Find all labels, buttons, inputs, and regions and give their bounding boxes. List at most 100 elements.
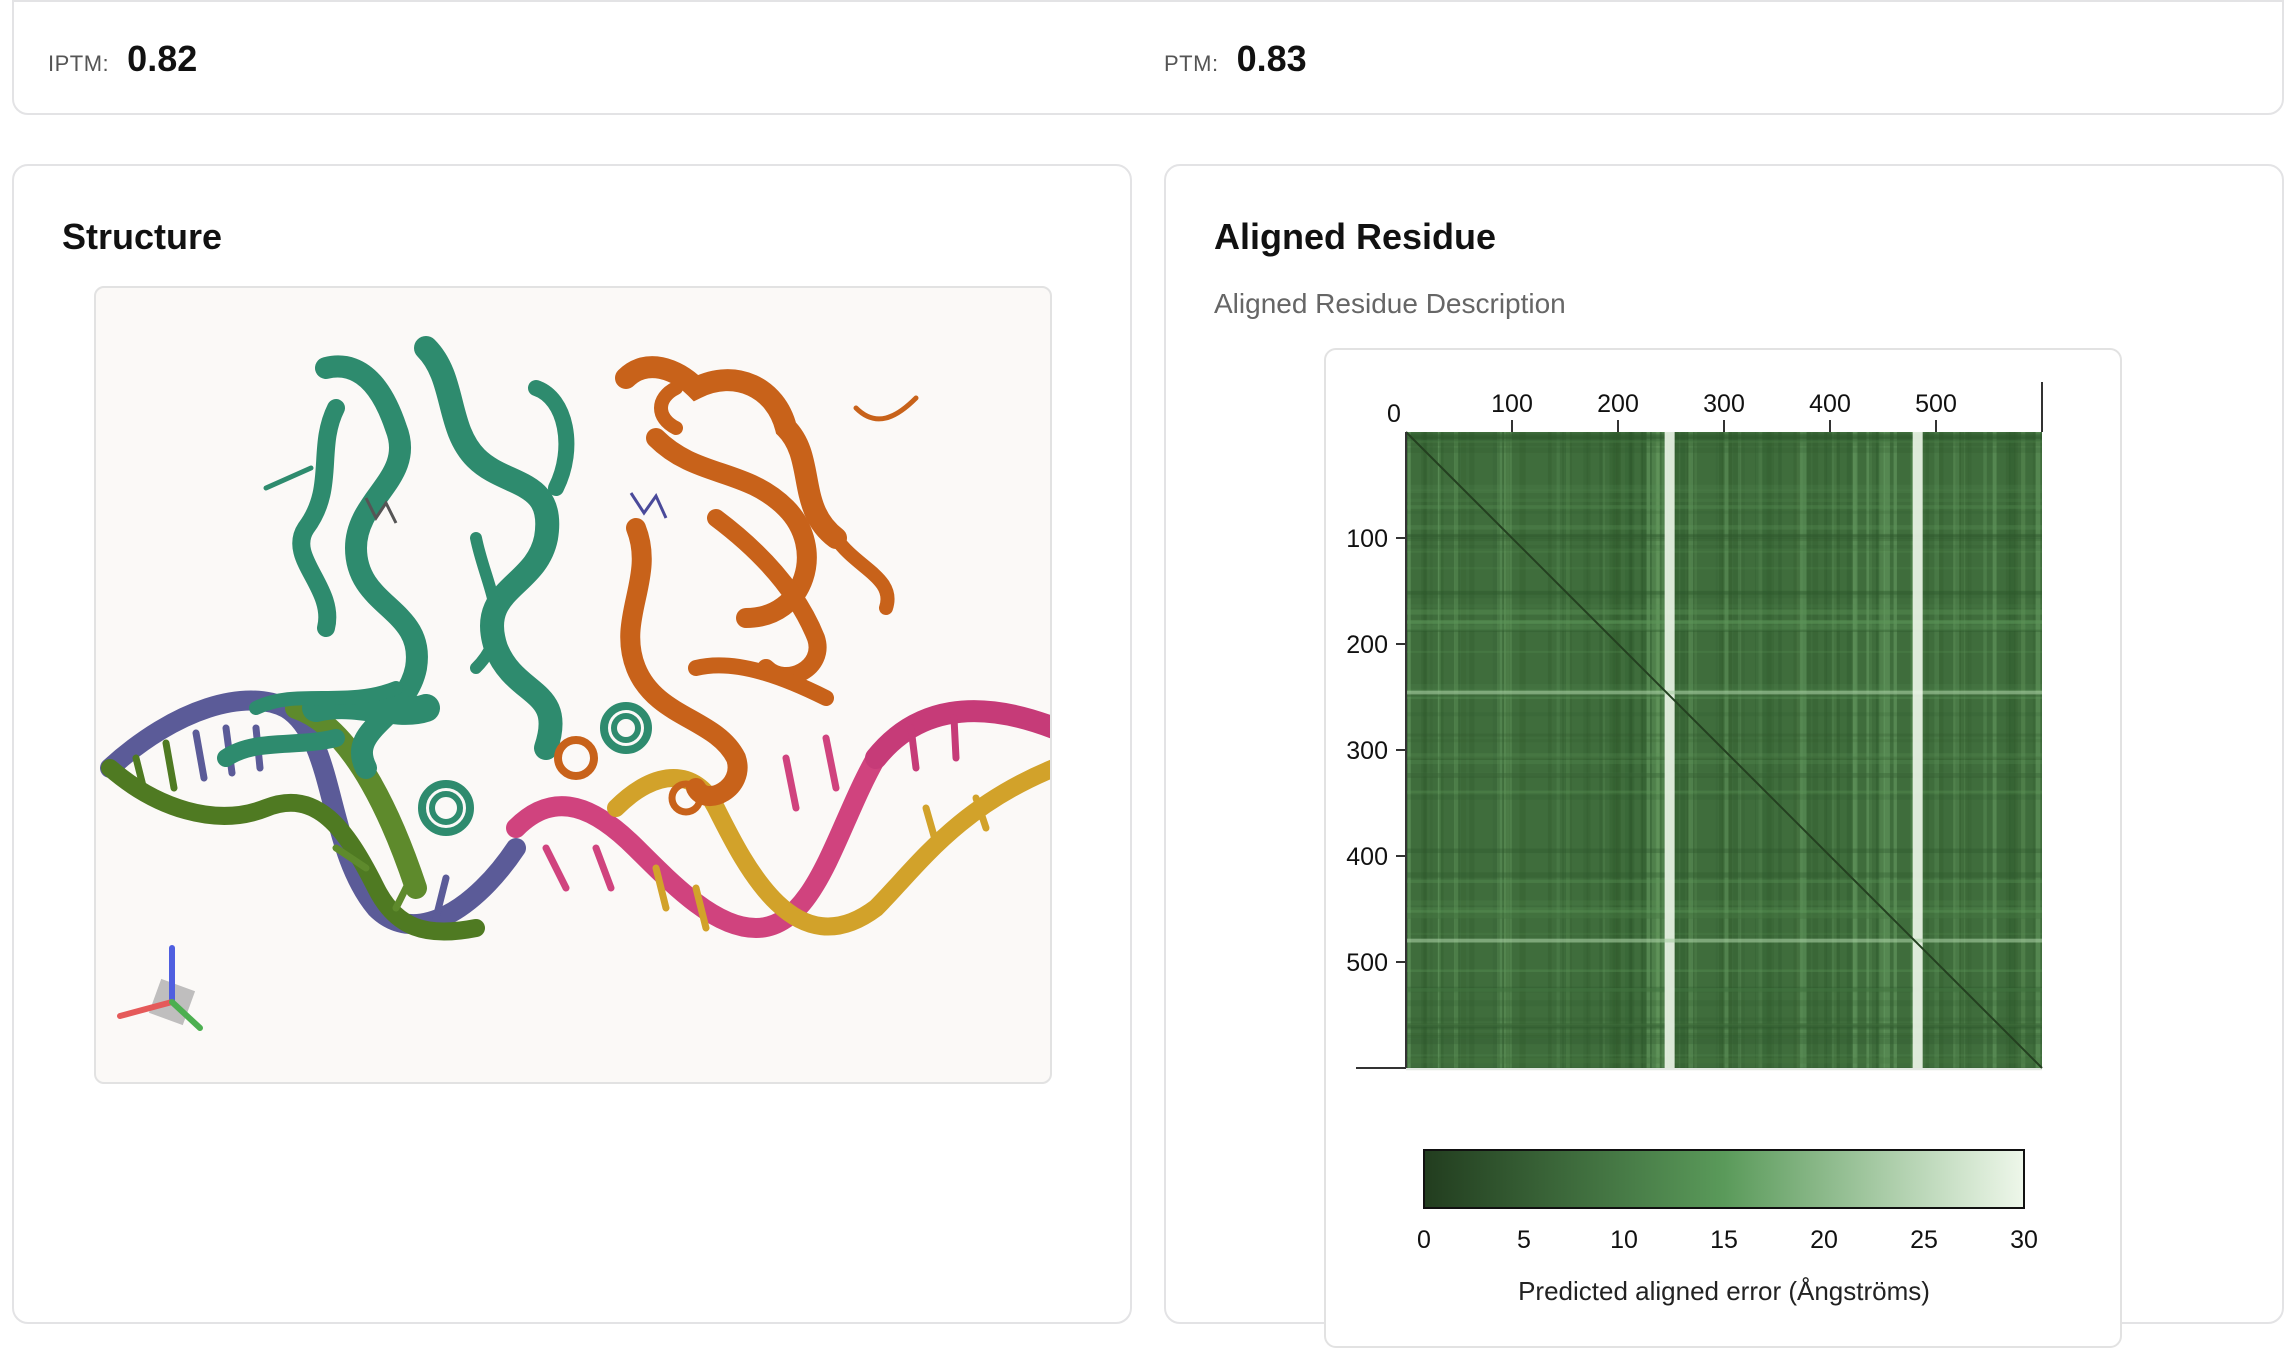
heatmap-column-stripe [2021,432,2026,1068]
colorbar-tick-label: 20 [1810,1226,1838,1254]
heatmap-row-stripe [1406,650,2042,653]
heatmap-row-stripe [1406,907,2042,913]
protein-chain-b [554,356,919,816]
heatmap-column-stripe [1616,432,1621,1068]
heatmap-column-stripe [1757,432,1763,1068]
heatmap-column-stripe [1875,432,1881,1068]
heatmap-column-stripe [1869,432,1872,1068]
heatmap-row-stripe [1406,1000,2042,1007]
heatmap-row-stripe [1406,441,2042,447]
heatmap-row-stripe [1406,593,2042,599]
heatmap-row-stripe [1406,773,2042,778]
heatmap-row-stripe [1406,932,2042,935]
heatmap-row-stripe [1406,1054,2042,1057]
heatmap-row-stripe [1406,684,2042,689]
heatmap-row-stripe [1406,484,2042,491]
heatmap-column-stripe [1762,432,1768,1068]
colorbar-ticks: 0 5 10 15 20 25 30 [1417,1226,2038,1254]
heatmap-column-stripe [1569,432,1572,1068]
heatmap-column-stripe [1824,432,1828,1068]
heatmap-column-stripe [1992,432,1997,1068]
colorbar-tick-label: 15 [1710,1226,1738,1254]
heatmap-row-stripe [1406,548,2042,553]
heatmap-column-stripe [1453,432,1459,1068]
colorbar-label: Predicted aligned error (Ångströms) [1518,1276,1930,1306]
heatmap-column-stripe [1715,432,1718,1068]
heatmap-column-stripe [1728,432,1733,1068]
heatmap-column-stripe [1599,432,1603,1068]
heatmap-row-stripe [1406,1058,2042,1064]
heatmap-row-stripe [1406,759,2042,765]
heatmap-column-stripe [1556,432,1560,1068]
heatmap-row-stripe [1406,440,2042,443]
heatmap-row-stripe [1406,1023,2042,1028]
heatmap-row-stripe [1406,609,2042,615]
heatmap-column-stripe [1959,432,1965,1068]
heatmap-row-stripe [1406,1067,2042,1071]
heatmap-column-stripe [1407,432,1411,1068]
heatmap-high-error-bands [1406,432,2042,1068]
heatmap-column-stripe [1562,432,1565,1068]
heatmap-row-stripe [1406,567,2042,570]
heatmap-row-stripe [1406,910,2042,915]
heatmap-row-stripe [1406,969,2042,972]
heatmap-row-stripe [1406,534,2042,537]
heatmap-column-stripe [1439,432,1444,1068]
heatmap-row-stripe [1406,620,2042,625]
heatmap-row-stripe [1406,912,2042,919]
heatmap-row-stripe [1406,498,2042,502]
heatmap-column-stripe [1799,432,1807,1068]
heatmap-column-stripe [1832,432,1837,1068]
heatmap-column-stripe [1851,432,1856,1068]
heatmap-row-stripe [1406,1017,2042,1022]
heatmap-row-stripe [1406,712,2042,717]
colorbar-tick-label: 25 [1910,1226,1938,1254]
high-error-row [1406,938,2042,943]
heatmap-column-stripe [1852,432,1858,1068]
heatmap-row-stripe [1406,1023,2042,1027]
x-tick-label: 100 [1491,390,1533,418]
colorbar-tick-label: 0 [1417,1226,1431,1254]
structure-viewer[interactable] [94,286,1052,1084]
heatmap-row-stripe [1406,872,2042,878]
colorbar-tick-label: 30 [2010,1226,2038,1254]
heatmap-column-stripe [1504,432,1510,1068]
heatmap-column-stripe [1966,432,1969,1068]
heatmap-column-stripe [1630,432,1634,1068]
heatmap-row-stripe [1406,772,2042,777]
heatmap-column-stripe [1755,432,1760,1068]
heatmap-column-stripe [1632,432,1635,1068]
heatmap-column-stripe [1547,432,1552,1068]
heatmap-row-stripe [1406,879,2042,883]
heatmap-column-stripe [1883,432,1890,1068]
heatmap-row-stripe [1406,756,2042,760]
heatmap-column-stripe [1460,432,1467,1068]
heatmap-row-stripe [1406,629,2042,633]
pae-heatmap-chart[interactable]: 0 100 200 300 400 500 100 200 300 400 500 0 5 10 15 2… [1326,350,2122,1348]
x-tick-label: 400 [1809,390,1851,418]
heatmap-row-stripe [1406,525,2042,530]
heatmap-column-stripe [1755,432,1761,1068]
molecule-render[interactable] [96,288,1052,1084]
x-tick-label: 500 [1915,390,1957,418]
heatmap-column-stripe [1680,432,1686,1068]
y-tick-label: 300 [1346,737,1388,765]
high-error-column [1664,432,1675,1068]
heatmap-column-stripe [1968,432,1972,1068]
heatmap-row-stripe [1406,533,2042,539]
heatmap-column-stripe [1645,432,1651,1068]
heatmap-row-stripe [1406,900,2042,906]
heatmap-row-stripe [1406,505,2042,509]
heatmap-column-stripe [1497,432,1503,1068]
heatmap-row-stripe [1406,619,2042,625]
heatmap-column-stripe [1429,432,1433,1068]
ptm-value: 0.83 [1236,38,1307,79]
heatmap-column-stripe [1504,432,1507,1068]
ligands [364,492,668,524]
heatmap-column-stripe [1492,432,1499,1068]
heatmap-column-stripe [1454,432,1460,1068]
ptm-label: PTM: [1164,51,1219,76]
heatmap-column-stripe [1656,432,1660,1068]
heatmap-column-stripe [1796,432,1803,1068]
heatmap-row-stripe [1406,447,2042,453]
